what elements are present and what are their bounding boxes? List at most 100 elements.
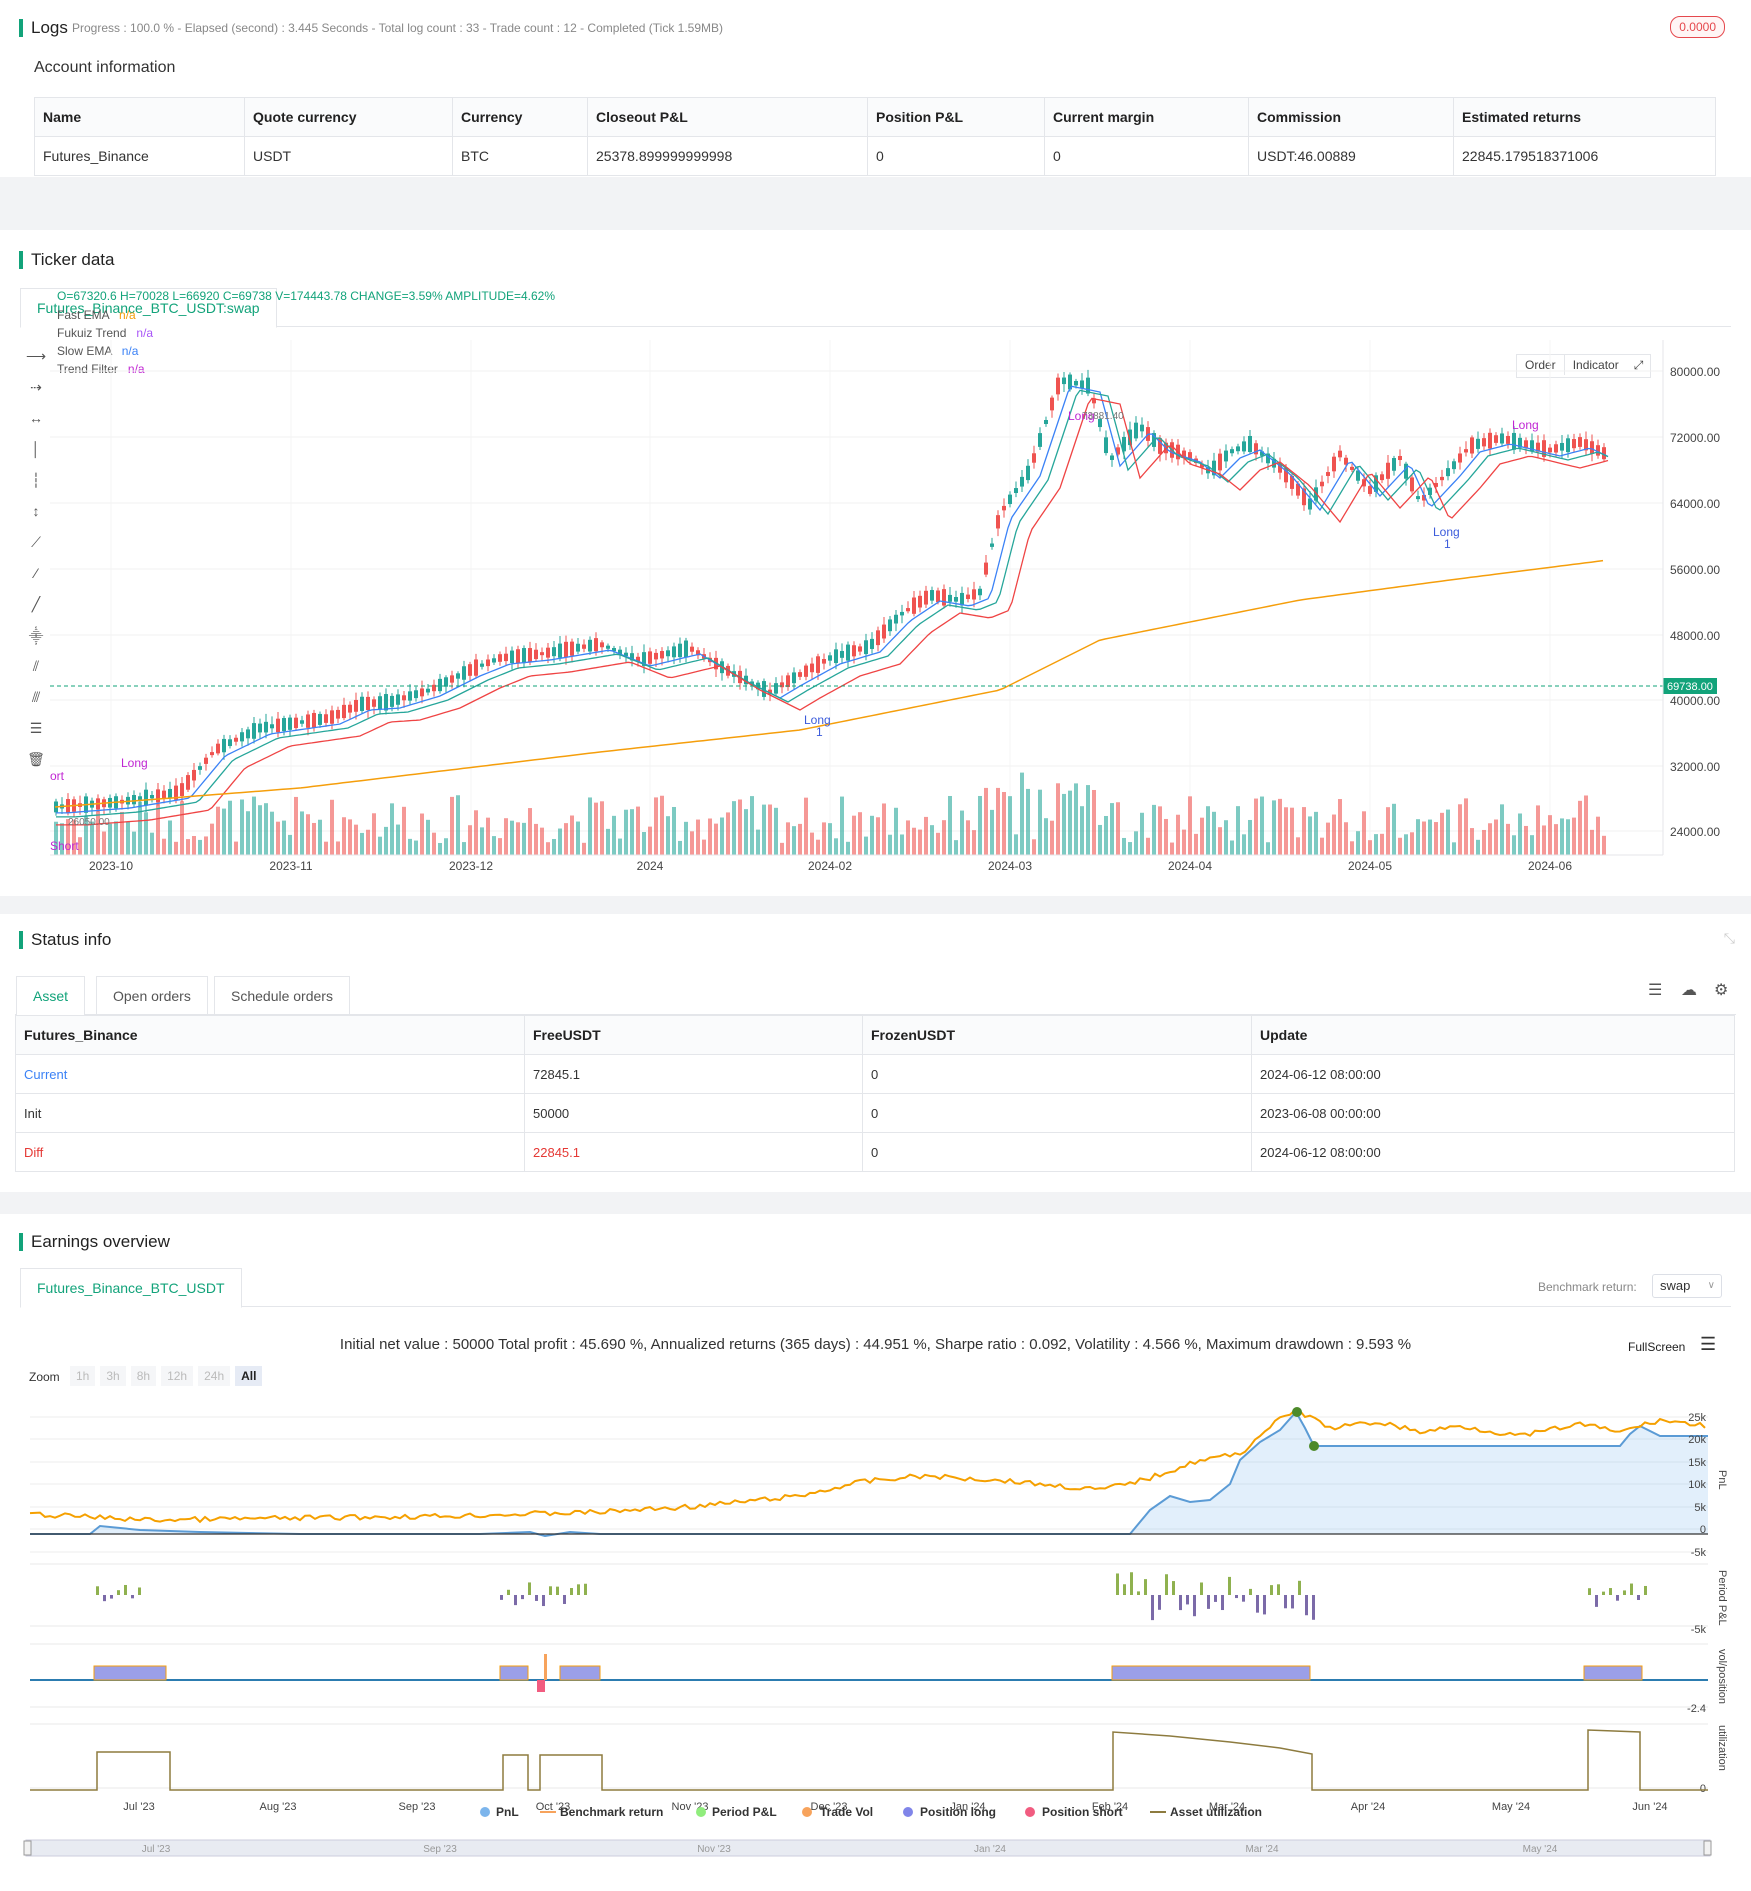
ruler-icon[interactable]: ☰: [29, 720, 43, 736]
volume-bar: [534, 823, 538, 855]
volume-bar: [156, 797, 160, 855]
indicator-button[interactable]: Indicator: [1572, 358, 1619, 372]
tab-ticker-symbol[interactable]: Futures_Binance_BTC_USDT:swap: [20, 288, 277, 328]
legend-item[interactable]: Benchmark return: [560, 1805, 663, 1819]
candle-body: [1416, 496, 1420, 500]
zoom-24h-button[interactable]: 24h: [198, 1366, 231, 1386]
candle-body: [570, 641, 574, 656]
volume-bar: [480, 827, 484, 855]
trade-vol-bar: [544, 1654, 547, 1680]
order-button[interactable]: Order: [1517, 355, 1565, 375]
legend-item[interactable]: Period P&L: [712, 1805, 777, 1819]
legend-item[interactable]: Position short: [1042, 1805, 1123, 1819]
tab-asset[interactable]: Asset: [16, 976, 86, 1016]
navigator-handle-right[interactable]: [1703, 1840, 1712, 1856]
volume-bar: [372, 813, 376, 855]
volume-bar: [1260, 796, 1264, 855]
candle-body: [1188, 452, 1192, 460]
candle-body: [732, 671, 736, 677]
volume-bar: [834, 838, 838, 855]
zoom-all-button[interactable]: All: [235, 1366, 263, 1386]
tab-schedule-orders[interactable]: Schedule orders: [214, 976, 350, 1016]
fullscreen-button[interactable]: FullScreen: [1628, 1340, 1686, 1354]
parallel-channel-icon[interactable]: ⫽: [32, 658, 40, 674]
zoom-3h-button[interactable]: 3h: [100, 1366, 126, 1386]
candle-body: [1026, 465, 1030, 481]
y-tick: 72000.00: [1670, 431, 1720, 445]
vertical-ray-icon[interactable]: ↕: [32, 503, 40, 519]
navigator-handle-left[interactable]: [23, 1840, 32, 1856]
expand-icon[interactable]: ⤢: [1633, 358, 1644, 372]
ticker-panel: Ticker data Futures_Binance_BTC_USDT:swa…: [0, 230, 1751, 896]
volume-bar: [1116, 802, 1120, 855]
horizontal-ray-icon[interactable]: ⇢: [30, 379, 42, 395]
list-icon[interactable]: ☰: [1648, 982, 1663, 999]
tab-earnings-symbol[interactable]: Futures_Binance_BTC_USDT: [20, 1268, 242, 1308]
candle-body: [1446, 468, 1450, 477]
fibonacci-icon[interactable]: ⫻: [31, 689, 41, 705]
period-pnl-bar: [1249, 1588, 1252, 1595]
asset-cell-name[interactable]: Current: [15, 1054, 525, 1094]
volume-bar: [918, 829, 922, 855]
candle-body: [1560, 442, 1564, 451]
horizontal-segment-icon[interactable]: ↔: [29, 410, 43, 426]
candle-body: [108, 797, 112, 808]
volume-bar: [498, 838, 502, 855]
candle-body: [438, 678, 442, 692]
volume-bar: [252, 796, 256, 855]
vertical-line-icon[interactable]: │: [31, 441, 41, 457]
volume-bar: [1452, 842, 1456, 855]
tab-open-orders[interactable]: Open orders: [96, 976, 208, 1016]
ray-line-icon[interactable]: ⁄: [34, 565, 38, 581]
candle-body: [996, 515, 1000, 529]
volume-bar: [378, 836, 382, 855]
zoom-12h-button[interactable]: 12h: [161, 1366, 194, 1386]
volume-bar: [522, 822, 526, 855]
navigator[interactable]: [25, 1839, 1711, 1857]
trash-icon[interactable]: 🗑: [27, 751, 45, 767]
volume-bar: [1428, 819, 1432, 855]
candle-body: [1410, 477, 1414, 492]
volume-bar: [1242, 834, 1246, 855]
candle-body: [744, 675, 748, 685]
status-panel: Status info ⤡ Asset Open orders Schedule…: [0, 914, 1751, 1192]
y-tick: 56000.00: [1670, 563, 1720, 577]
volume-bar: [786, 822, 790, 855]
candle-body: [390, 695, 394, 707]
candle-body: [1218, 453, 1222, 471]
volume-bar: [816, 839, 820, 855]
gear-icon[interactable]: ⚙: [1714, 982, 1729, 999]
candle-body: [474, 659, 478, 676]
benchmark-select[interactable]: swap ∨: [1652, 1274, 1722, 1298]
trend-line-icon[interactable]: ⟋: [31, 534, 41, 550]
collapse-icon[interactable]: ⤡: [1723, 930, 1735, 946]
cloud-download-icon[interactable]: ☁: [1681, 982, 1697, 999]
volume-bar: [900, 834, 904, 855]
zoom-8h-button[interactable]: 8h: [130, 1366, 157, 1386]
volume-bar: [1038, 789, 1042, 855]
earnings-summary: Initial net value : 50000 Total profit :…: [339, 1336, 1412, 1353]
legend-item[interactable]: Position long: [920, 1805, 996, 1819]
legend-item[interactable]: PnL: [496, 1805, 519, 1819]
candle-body: [528, 648, 532, 662]
candle-body: [408, 691, 412, 701]
horizontal-line-icon[interactable]: ⟶: [25, 348, 47, 364]
legend-item[interactable]: Trade Vol: [820, 1805, 873, 1819]
candle-body: [684, 640, 688, 658]
zoom-1h-button[interactable]: 1h: [70, 1366, 96, 1386]
x-tick: 2023-11: [269, 859, 312, 873]
segment-icon[interactable]: ╱: [31, 596, 41, 612]
candle-body: [1062, 377, 1066, 385]
volume-bar: [276, 821, 280, 855]
menu-icon[interactable]: ☰: [1700, 1334, 1717, 1354]
candle-body: [1566, 438, 1570, 453]
legend-item[interactable]: Asset utilization: [1170, 1805, 1262, 1819]
period-pnl-bar: [1116, 1573, 1119, 1595]
volume-bar: [1518, 813, 1522, 855]
vertical-segment-icon[interactable]: ┆: [31, 472, 41, 488]
price-label-icon[interactable]: ⸎: [28, 628, 44, 644]
volume-bar: [750, 796, 754, 855]
volume-bar: [1266, 842, 1270, 855]
candle-body: [864, 640, 868, 655]
volume-bar: [1320, 837, 1324, 855]
